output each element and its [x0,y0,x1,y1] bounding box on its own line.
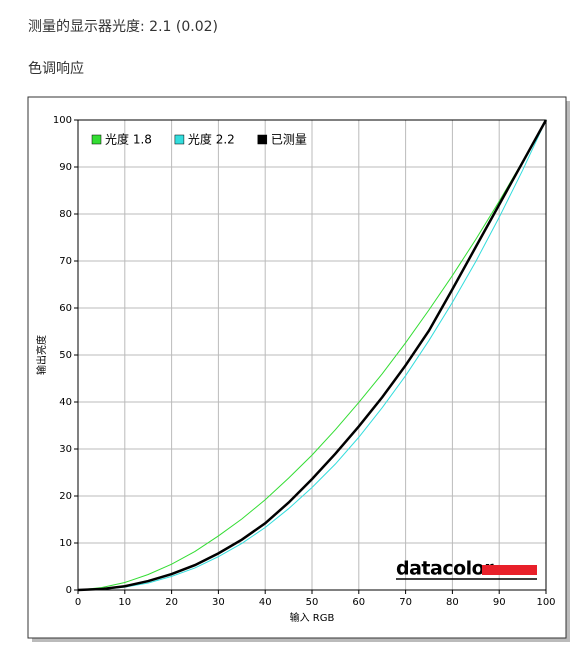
x-tick-label: 50 [306,597,319,608]
line-series [77,119,547,591]
x-tick-label: 100 [536,597,555,608]
legend-swatch [174,134,185,145]
gamma-heading: 测量的显示器光度: 2.1 (0.02) [28,19,218,35]
line-series [77,119,547,591]
logo: datacolor [396,558,494,580]
y-tick-label: 0 [66,585,72,596]
y-tick-label: 60 [59,303,72,314]
y-tick-label: 30 [59,444,72,455]
legend-swatch [91,134,102,145]
section-heading: 色调响应 [28,61,84,77]
x-tick-label: 20 [165,597,178,608]
y-tick-label: 50 [59,350,72,361]
y-tick-label: 80 [59,209,72,220]
y-tick-label: 100 [53,115,72,126]
chart-frame [27,96,567,639]
x-tick-label: 40 [259,597,272,608]
plot-border [77,119,547,591]
legend-swatch [257,134,268,145]
x-tick-label: 90 [493,597,506,608]
x-tick-label: 80 [446,597,459,608]
logo-bar [482,565,537,575]
legend-label: 光度 2.2 [188,132,235,147]
legend-label: 已测量 [271,133,307,147]
legend-label: 光度 1.8 [105,132,152,147]
y-tick-label: 40 [59,397,72,408]
y-tick-label: 70 [59,256,72,267]
line-series [77,119,548,592]
x-axis-label: 输入 RGB [290,611,335,624]
x-tick-label: 30 [212,597,225,608]
x-tick-label: 70 [399,597,412,608]
y-axis-label: 输出亮度 [35,335,48,375]
y-tick-label: 90 [59,162,72,173]
y-tick-label: 20 [59,491,72,502]
x-tick-label: 10 [118,597,131,608]
x-tick-label: 60 [352,597,365,608]
y-tick-label: 10 [59,538,72,549]
x-tick-label: 0 [75,597,81,608]
